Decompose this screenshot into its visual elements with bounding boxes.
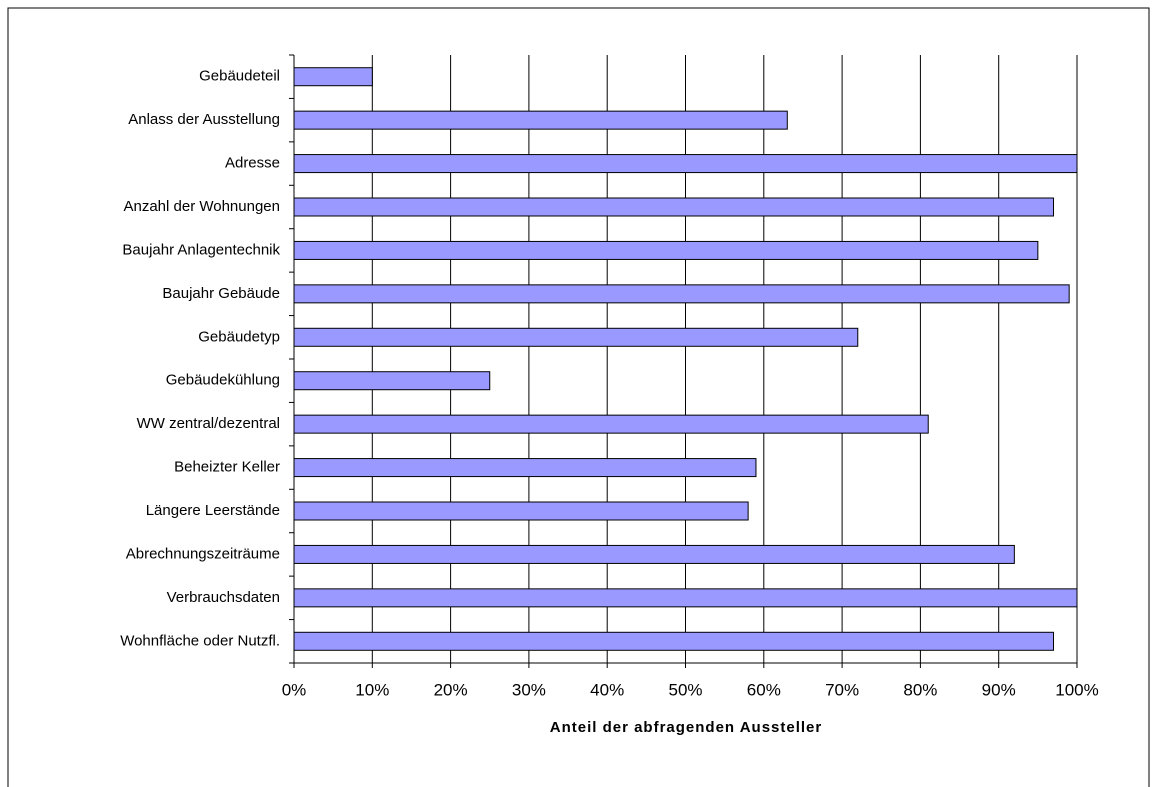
bar [293,544,1015,564]
bar [293,240,1039,260]
y-tick-label: Gebäudekühlung [166,372,280,389]
x-tick-label: 100% [1055,680,1098,699]
bar [293,67,373,87]
x-tick-label: 20% [434,680,468,699]
y-tick-label: Verbrauchsdaten [167,589,280,606]
y-tick-label: Beheizter Keller [174,459,280,476]
x-tick-label: 80% [903,680,937,699]
bar [293,371,491,391]
y-tick-label: WW zentral/dezentral [137,415,280,432]
x-tick-label: 40% [590,680,624,699]
x-tick-label: 50% [668,680,702,699]
y-tick-label: Adresse [225,155,280,172]
bar [293,631,1055,651]
chart-frame [7,7,1150,787]
x-tick-label: 30% [512,680,546,699]
y-tick-label: Gebäudetyp [198,328,280,345]
x-axis-title: Anteil der abfragenden Aussteller [550,719,823,736]
y-tick-label: Anzahl der Wohnungen [123,198,280,215]
bar [293,414,929,434]
bar [293,588,1078,608]
bar [293,154,1078,174]
bar [293,197,1055,217]
y-tick-label: Abrechnungszeiträume [126,545,280,562]
bar [293,110,788,130]
y-tick-label: Baujahr Anlagentechnik [122,241,280,258]
x-tick-label: 70% [825,680,859,699]
y-tick-label: Anlass der Ausstellung [128,111,280,128]
x-tick-label: 0% [282,680,307,699]
x-tick-label: 90% [982,680,1016,699]
x-tick-label: 60% [747,680,781,699]
bar [293,501,749,521]
y-tick-label: Wohnfläche oder Nutzfl. [120,632,280,649]
y-tick-label: Längere Leerstände [146,502,280,519]
x-tick-label: 10% [355,680,389,699]
bar [293,458,757,478]
bar [293,284,1070,304]
y-tick-label: Baujahr Gebäude [162,285,280,302]
y-tick-label: Gebäudeteil [199,68,280,85]
bar [293,327,859,347]
